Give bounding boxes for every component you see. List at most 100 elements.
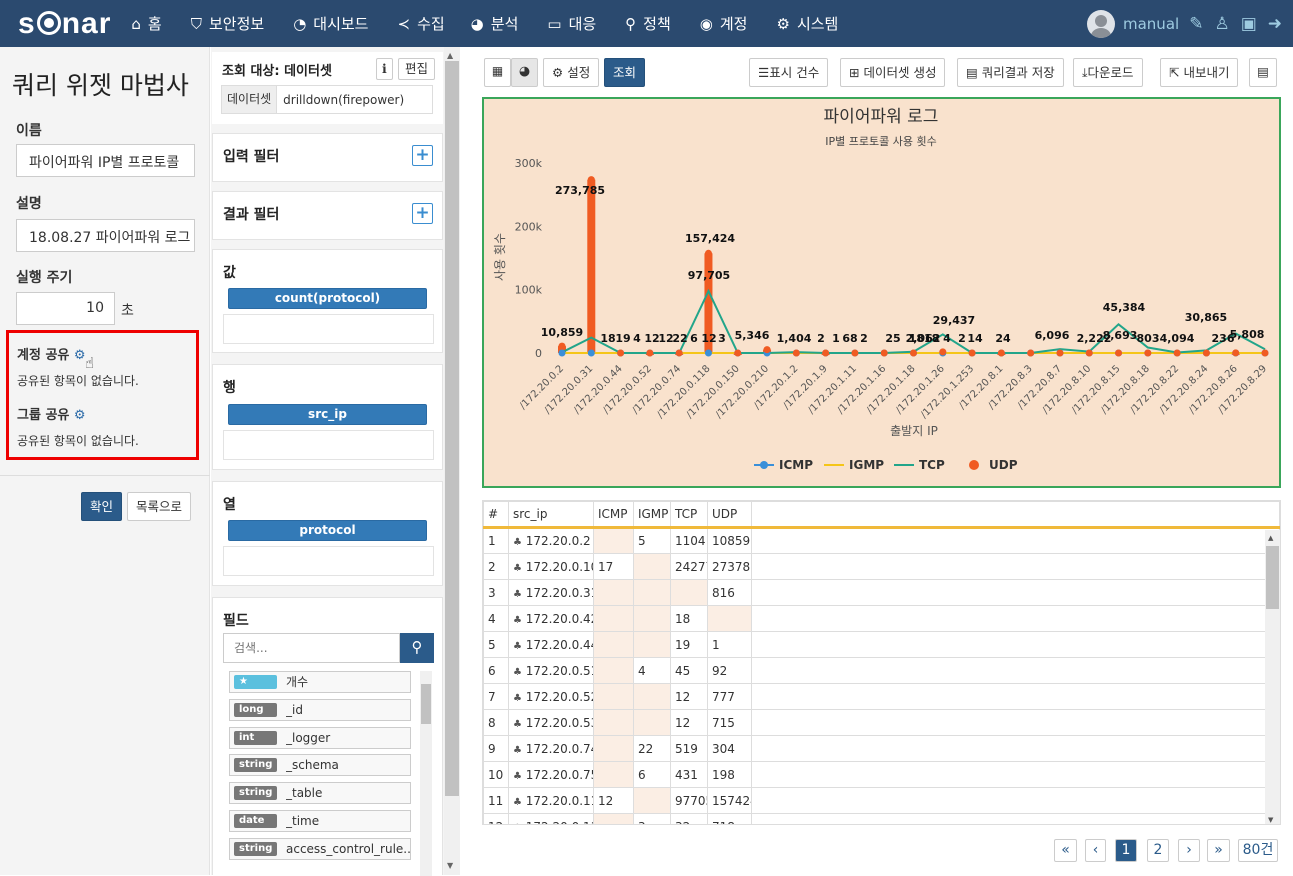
add-result-filter-button[interactable]: +: [412, 203, 433, 224]
settings-button[interactable]: ⚙ 설정: [543, 58, 600, 87]
row-dropzone[interactable]: [223, 430, 434, 460]
value-dropzone[interactable]: [223, 314, 434, 344]
table-row[interactable]: 4 ♣ 172.20.0.42 18: [483, 605, 1280, 632]
column-dropzone[interactable]: [223, 546, 434, 576]
search-button[interactable]: ⚲: [400, 633, 434, 663]
lock-icon[interactable]: ▣: [1240, 13, 1257, 34]
add-input-filter-button[interactable]: +: [412, 145, 433, 166]
table-cell: 97705: [669, 787, 708, 814]
field-item[interactable]: int _logger: [229, 726, 411, 749]
user-outline-icon[interactable]: ♙: [1214, 13, 1230, 34]
table-row[interactable]: 7 ♣ 172.20.0.52 12 777: [483, 683, 1280, 710]
nav-dashboard[interactable]: ◔ 대시보드: [293, 13, 368, 34]
download-button[interactable]: ⤓다운로드: [1073, 58, 1143, 87]
table-cell: 1104: [669, 527, 708, 554]
config-scrollbar[interactable]: ▲ ▼: [444, 47, 460, 875]
first-page-button[interactable]: «: [1054, 839, 1077, 862]
save-result-button[interactable]: ▤ 쿼리결과 저장: [957, 58, 1064, 87]
nav-account[interactable]: ◉ 계정: [700, 13, 748, 34]
next-page-button[interactable]: ›: [1178, 839, 1200, 862]
column-chip[interactable]: protocol: [228, 520, 427, 541]
column-header[interactable]: #: [483, 501, 509, 529]
table-cell: 9: [483, 735, 509, 762]
table-scrollbar[interactable]: ▲ ▼: [1265, 530, 1280, 824]
field-list-scrollbar[interactable]: [420, 671, 432, 876]
value-chip[interactable]: count(protocol): [228, 288, 427, 309]
nav-response[interactable]: ▭ 대응: [547, 13, 596, 34]
nav-policy[interactable]: ⚲ 정책: [625, 13, 671, 34]
table-row[interactable]: 1 ♣ 172.20.0.2 5 1104 10859: [483, 527, 1280, 554]
udp-point: [1173, 349, 1181, 357]
column-menu-icon[interactable]: ▤: [1249, 58, 1277, 87]
chart-view-icon[interactable]: ◕: [511, 58, 538, 87]
result-filter-label: 결과 필터: [223, 207, 280, 223]
field-item[interactable]: long _id: [229, 698, 411, 721]
name-input[interactable]: 파이어파워 IP별 프로토콜: [16, 144, 195, 177]
field-search-input[interactable]: [223, 633, 400, 663]
username[interactable]: manual: [1123, 14, 1180, 33]
table-row[interactable]: 3 ♣ 172.20.0.31 816: [483, 579, 1280, 606]
last-page-button[interactable]: »: [1207, 839, 1230, 862]
query-button[interactable]: 조회: [604, 58, 646, 87]
account-share-gear-icon[interactable]: ⚙: [73, 348, 86, 363]
nav-system[interactable]: ⚙ 시스템: [776, 13, 838, 34]
field-type-badge: string: [234, 786, 277, 801]
nav-security[interactable]: ⛉ 보안정보: [191, 13, 264, 34]
ticket-icon[interactable]: ✎: [1189, 13, 1204, 34]
logo-o-icon: [36, 10, 61, 35]
column-header[interactable]: ICMP: [592, 501, 634, 529]
nav-dashboard-label: 대시보드: [313, 15, 369, 33]
table-row[interactable]: 6 ♣ 172.20.0.51 4 45 92: [483, 657, 1280, 684]
column-header[interactable]: IGMP: [632, 501, 671, 529]
page-2-button[interactable]: 2: [1147, 839, 1169, 862]
description-input[interactable]: 18.08.27 파이어파워 로그: [16, 219, 195, 252]
table-row[interactable]: 9 ♣ 172.20.0.74 22 519 304: [483, 735, 1280, 762]
info-icon[interactable]: i: [376, 58, 393, 80]
export-button[interactable]: ⇱ 내보내기: [1160, 58, 1239, 87]
edit-button[interactable]: 편집: [398, 58, 436, 80]
prev-page-button[interactable]: ‹: [1085, 839, 1106, 862]
table-row[interactable]: 5 ♣ 172.20.0.44 19 1: [483, 631, 1280, 658]
dataset-field[interactable]: 데이터셋 drilldown(firepower): [221, 85, 433, 114]
row-chip[interactable]: src_ip: [228, 404, 427, 425]
drilldown-icon: ♣: [512, 666, 522, 678]
group-share-label: 그룹 공유: [17, 408, 70, 423]
export-icon: ⇱: [1169, 65, 1180, 80]
back-to-list-button[interactable]: 목록으로: [127, 492, 192, 521]
table-row[interactable]: 12♣ 172.20.0.11 332718: [483, 813, 1280, 824]
field-item[interactable]: date _time: [229, 810, 411, 832]
nav-analysis[interactable]: ◕ 분석: [471, 13, 519, 34]
nav-policy-label: 정책: [643, 15, 671, 33]
page-1-button[interactable]: 1: [1115, 839, 1137, 862]
nav-collect[interactable]: ≺ 수집: [397, 13, 444, 34]
data-label: 12: [701, 332, 716, 345]
confirm-button[interactable]: 확인: [81, 492, 123, 521]
sonar-logo[interactable]: s nar: [18, 7, 111, 41]
avatar[interactable]: [1087, 9, 1115, 38]
column-header[interactable]: src_ip: [507, 501, 594, 529]
top-navbar: s nar ⌂ 홈 ⛉ 보안정보 ◔ 대시보드 ≺ 수집 ◕ 분석 ▭ 대응 ⚲ 정책 ◉ 계정 …: [0, 0, 1293, 47]
grid-view-icon[interactable]: ▦: [484, 58, 511, 87]
create-dataset-button[interactable]: ⊞ 데이터셋 생성: [840, 58, 946, 87]
period-input[interactable]: 10: [16, 292, 115, 325]
table-cell-filler: [750, 631, 1280, 658]
field-item[interactable]: string _table: [229, 782, 411, 805]
field-item[interactable]: string access_control_rule...: [229, 837, 411, 860]
nav-home[interactable]: ⌂ 홈: [131, 13, 161, 34]
field-type-badge: date: [234, 814, 277, 828]
table-cell-filler: [750, 605, 1280, 632]
field-item[interactable]: ★ 개수: [229, 671, 411, 693]
table-row[interactable]: 10 ♣ 172.20.0.75 6 431 198: [483, 761, 1280, 788]
display-count-button[interactable]: ☰표시 건수: [749, 58, 829, 87]
logout-icon[interactable]: ➜: [1267, 13, 1282, 34]
column-header[interactable]: TCP: [669, 501, 708, 529]
table-cell: 2: [483, 553, 509, 580]
group-share-gear-icon[interactable]: ⚙: [73, 408, 86, 423]
table-row[interactable]: 8 ♣ 172.20.0.53 12 715: [483, 709, 1280, 736]
table-cell: 198: [706, 761, 752, 788]
column-header[interactable]: UDP: [706, 501, 752, 529]
field-item[interactable]: string _schema: [229, 754, 411, 777]
scroll-thumb[interactable]: [445, 61, 459, 796]
